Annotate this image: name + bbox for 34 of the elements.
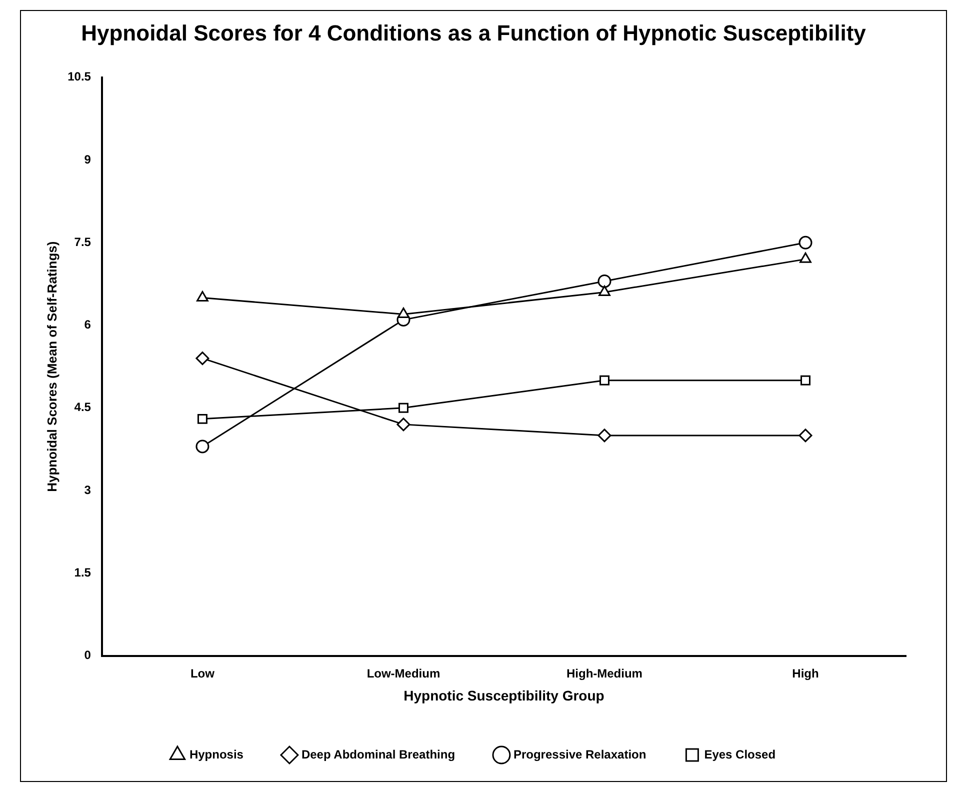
point — [398, 402, 408, 413]
point — [196, 440, 210, 454]
point — [598, 274, 612, 288]
y-axis-title: Hypnoidal Scores (Mean of Self-Ratings) — [44, 241, 60, 492]
point — [196, 352, 210, 366]
x-tick-label: Low-Medium — [366, 666, 440, 680]
legend-label: Deep Abdominal Breathing — [301, 747, 456, 762]
y-tick-label: 9 — [84, 152, 92, 166]
point — [598, 285, 610, 296]
y-tick-label: 1.5 — [74, 565, 92, 580]
chart-title: Hypnoidal Scores for 4 Conditions as a Function of Hypnotic Susceptibility — [81, 20, 867, 46]
y-tick-label: 10.5 — [68, 70, 92, 84]
y-tick-label: 3 — [84, 482, 92, 497]
y-tick-label: 6 — [84, 318, 92, 332]
y-tick-label: 4.5 — [74, 400, 92, 414]
point — [599, 375, 610, 386]
point — [196, 290, 208, 302]
point — [398, 308, 410, 318]
point — [396, 418, 410, 432]
y-tick-label: 0 — [84, 648, 92, 662]
legend-label: Progressive Relaxation — [513, 747, 646, 762]
point — [800, 252, 812, 263]
point — [598, 428, 612, 442]
x-axis-title: Hypnotic Susceptibility Group — [404, 687, 604, 704]
x-tick-label: High-Medium — [566, 666, 642, 680]
point — [800, 375, 810, 386]
point — [798, 236, 812, 250]
x-tick-label: High — [792, 666, 819, 680]
point — [197, 414, 208, 424]
legend-label: Hypnosis — [189, 747, 244, 762]
legend-label: Eyes Closed — [704, 747, 776, 762]
y-tick-label: 7.5 — [74, 234, 92, 249]
point — [798, 428, 812, 442]
x-tick-label: Low — [190, 666, 216, 680]
